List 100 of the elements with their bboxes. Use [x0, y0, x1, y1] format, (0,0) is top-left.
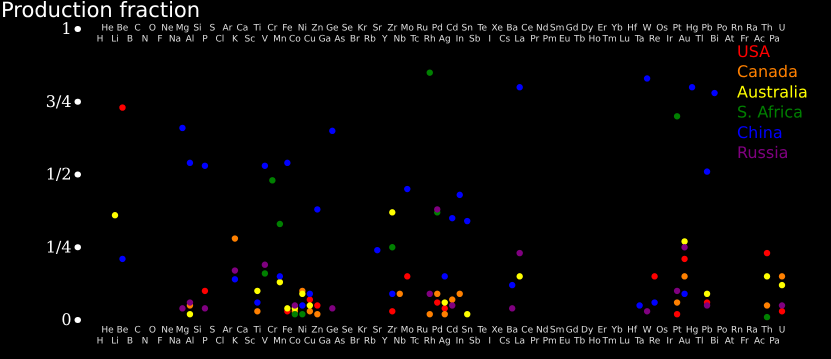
category-label: Sn [462, 325, 473, 336]
y-tick-label: 3/4 [46, 92, 72, 111]
x-tick-label: Cd [446, 23, 458, 34]
category-label: Zr [387, 325, 398, 336]
x-tick-label: Po [716, 23, 728, 34]
y-tick-label: 0 [61, 310, 72, 330]
x-tick-label: Al [186, 34, 194, 44]
category-label: La [514, 336, 525, 346]
x-tick-label: K [232, 34, 239, 44]
category-label: Yb [612, 325, 623, 336]
x-tick-label: Ni [298, 23, 307, 34]
x-tick-label: Cr [267, 23, 278, 34]
category-label: Bi [710, 336, 719, 346]
category-label: Hg [686, 325, 698, 336]
x-tick-label: Er [597, 23, 608, 34]
category-label: At [724, 336, 734, 346]
x-tick-label: Ag [438, 34, 451, 44]
x-tick-label: Tc [409, 34, 420, 44]
x-tick-label: Ce [521, 23, 534, 34]
x-tick-label: Rh [424, 34, 436, 44]
category-label: Rn [731, 325, 744, 336]
category-label: Sr [372, 325, 382, 336]
category-label: Ge [326, 325, 339, 336]
category-label: H [96, 336, 104, 346]
category-label: Ga [318, 336, 332, 346]
category-label: B [126, 336, 134, 346]
x-tick-label: Cs [499, 34, 510, 44]
x-tick-label: Rn [731, 23, 744, 34]
x-tick-label: V [262, 34, 269, 44]
x-tick-label: Sm [550, 23, 564, 34]
category-label: Ag [438, 336, 451, 346]
category-label: Ce [521, 325, 534, 336]
x-tick-label: Hg [686, 23, 698, 34]
x-tick-label: Nb [394, 34, 406, 44]
category-label: Pr [530, 336, 540, 346]
x-tick-label: Xe [492, 23, 504, 34]
x-tick-label: P [202, 34, 208, 44]
category-label: Tb [574, 336, 586, 346]
category-label: Sc [244, 336, 256, 346]
category-label: Nb [394, 336, 406, 346]
category-label: W [642, 325, 652, 336]
x-tick-label: Yb [610, 23, 624, 34]
category-label: Te [477, 325, 487, 336]
x-tick-label: Si [193, 23, 202, 34]
x-tick-label: Sn [462, 23, 473, 34]
x-tick-label: Lu [619, 34, 630, 44]
x-tick-label: Rb [364, 34, 376, 44]
category-label: Cd [446, 325, 458, 336]
category-label: Lu [619, 336, 630, 346]
chart-title: Production fraction [1, 0, 200, 22]
category-label: K [232, 336, 238, 346]
category-label: Si [193, 325, 202, 336]
category-label: Rb [364, 336, 376, 346]
category-label: Mo [400, 325, 414, 336]
x-tick-label: Eu [558, 34, 570, 44]
x-tick-label: F [157, 34, 163, 44]
x-tick-label: Ca [236, 23, 248, 34]
category-label: Pt [672, 325, 682, 336]
x-tick-label: Be [116, 23, 129, 34]
category-label: Ne [161, 325, 174, 336]
x-tick-label: Ti [252, 23, 262, 34]
x-tick-label: Th [760, 23, 773, 34]
category-label: Mn [273, 336, 287, 346]
category-label: Au [678, 336, 691, 346]
x-tick-label: Sr [372, 23, 382, 34]
category-label: Ar [222, 325, 232, 336]
x-tick-label: Pr [530, 34, 540, 44]
category-label: Th [761, 325, 773, 336]
x-tick-label: N [142, 34, 148, 44]
x-tick-label: H [96, 34, 104, 44]
category-label: Ca [236, 325, 248, 336]
category-label: Tl [696, 336, 704, 346]
x-tick-label: Ac [754, 34, 766, 44]
x-tick-label: Ir [666, 34, 674, 44]
text: Australia [737, 82, 808, 102]
category-label: Po [716, 325, 728, 336]
x-tick-label: Ar [222, 23, 233, 34]
x-tick-label: Se [342, 23, 354, 34]
category-label: Pm [542, 336, 557, 346]
category-label: Sm [550, 325, 564, 336]
x-tick-label: Sc [244, 34, 256, 44]
category-label: Co [288, 336, 301, 346]
x-tick-label: O [148, 23, 156, 34]
category-label: Cl [216, 336, 224, 346]
x-tick-label: Tb [573, 34, 586, 44]
category-label: He [101, 325, 114, 336]
x-tick-label: W [642, 23, 652, 34]
category-label: Rh [424, 336, 436, 346]
category-label: Cs [499, 336, 510, 346]
category-label: Zn [311, 325, 324, 336]
category-label: Ru [416, 325, 428, 336]
category-label: Na [168, 336, 182, 346]
x-tick-label: Bi [710, 34, 719, 44]
category-label: As [334, 336, 346, 346]
text: China [737, 122, 783, 142]
y-tick-label: 1/4 [46, 237, 72, 256]
category-label: Kr [358, 325, 368, 336]
x-tick-label: Y [381, 34, 388, 44]
category-label: Se [342, 325, 353, 336]
category-label: N [142, 336, 148, 346]
